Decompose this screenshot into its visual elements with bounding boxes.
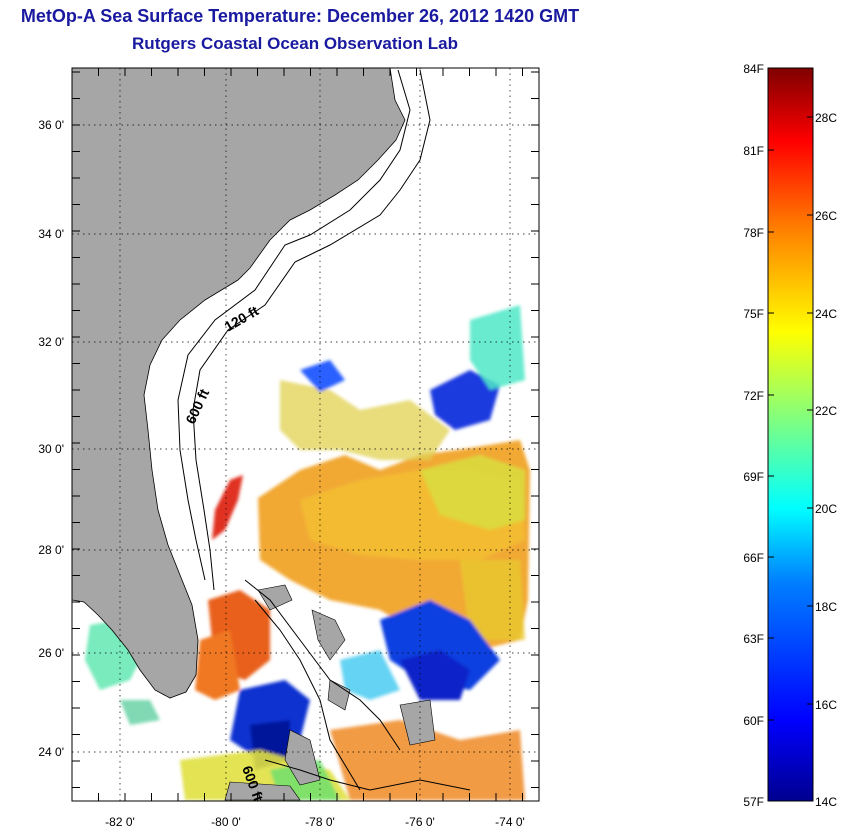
map-panel: 120 ft 600 ft 600 ft [72,68,539,801]
lat-label-30: 30 0' [38,442,64,456]
lat-label-34: 34 0' [38,227,64,241]
lat-label-26: 26 0' [38,646,64,660]
lon-label-78: -78 0' [305,815,335,829]
colorbar: 84F 81F 78F 75F 72F 69F 66F 63F 60F 57F … [743,62,837,809]
lon-labels: -82 0' -80 0' -78 0' -76 0' -74 0' [105,815,525,829]
lon-label-80: -80 0' [211,815,241,829]
cb-f-57: 57F [743,795,764,809]
cb-f-66: 66F [743,551,764,565]
cb-f-75: 75F [743,307,764,321]
lon-label-74: -74 0' [495,815,525,829]
contour-600ft [192,69,431,591]
lat-label-36: 36 0' [38,118,64,132]
cb-c-28: 28C [815,111,837,125]
map-title: MetOp-A Sea Surface Temperature: Decembe… [20,6,580,26]
sst-data-layer [85,305,530,800]
cb-c-14: 14C [815,795,837,809]
land-mass [72,68,406,699]
lon-label-82: -82 0' [105,815,135,829]
land-layer [72,68,436,801]
lon-label-76: -76 0' [405,815,435,829]
colorbar-gradient [767,67,814,802]
cb-c-20: 20C [815,502,837,516]
lat-label-28: 28 0' [38,543,64,557]
cb-c-16: 16C [815,698,837,712]
map-gridlines [72,68,539,801]
map-frame [71,67,540,802]
colorbar-fahrenheit-labels: 84F 81F 78F 75F 72F 69F 66F 63F 60F 57F [743,62,764,809]
cb-f-84: 84F [743,62,764,76]
cb-c-18: 18C [815,600,837,614]
cb-f-72: 72F [743,389,764,403]
contour-120ft [177,69,411,581]
cb-f-60: 60F [743,714,764,728]
cb-c-22: 22C [815,404,837,418]
cb-c-24: 24C [815,307,837,321]
lat-label-24: 24 0' [38,745,64,759]
map-ticks [71,68,539,801]
colorbar-ticks [768,116,813,721]
lat-labels: 36 0' 34 0' 32 0' 30 0' 28 0' 26 0' 24 0… [38,118,64,759]
depth-contours [177,69,471,791]
cb-f-63: 63F [743,632,764,646]
lat-label-32: 32 0' [38,335,64,349]
cb-c-26: 26C [815,209,837,223]
cb-f-78: 78F [743,226,764,240]
colorbar-celsius-labels: 28C 26C 24C 22C 20C 18C 16C 14C [815,111,837,809]
map-subtitle: Rutgers Coastal Ocean Observation Lab [132,34,458,53]
cb-f-69: 69F [743,470,764,484]
cb-f-81: 81F [743,144,764,158]
